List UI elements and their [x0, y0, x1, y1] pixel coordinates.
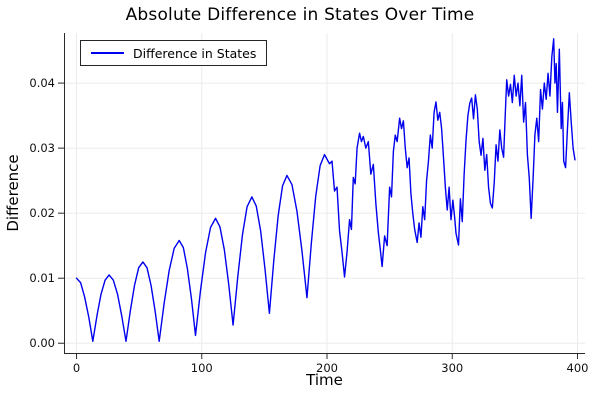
x-tick-label: 200: [316, 361, 338, 375]
y-tick-label: 0.01: [29, 271, 55, 285]
chart-title: Absolute Difference in States Over Time: [125, 5, 475, 25]
y-tick-label: 0.02: [29, 206, 55, 220]
legend-label: Difference in States: [133, 45, 257, 61]
y-tick-label: 0.00: [29, 336, 55, 350]
x-tick-label: 300: [441, 361, 463, 375]
y-tick-label: 0.04: [29, 76, 55, 90]
y-tick-label: 0.03: [29, 141, 55, 155]
legend-line-sample: [91, 52, 124, 54]
data-line: [75, 38, 576, 342]
legend: Difference in States: [80, 40, 268, 66]
x-tick-label: 400: [567, 361, 589, 375]
y-axis-label: Difference: [4, 154, 22, 232]
plot-area: 0 100 200 300 400 0.00 0.01 0.02 0.03 0.04: [29, 33, 588, 375]
x-tick-label: 0: [73, 361, 80, 375]
x-axis-label: Time: [306, 371, 343, 389]
x-tick-label: 100: [191, 361, 213, 375]
